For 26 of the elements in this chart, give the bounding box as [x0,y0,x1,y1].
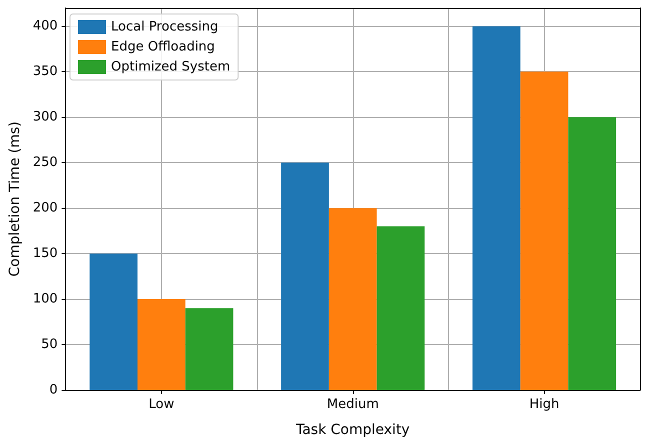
bar [568,117,616,390]
x-tick-label: High [529,397,560,412]
bar [328,208,377,390]
y-tick-label: 250 [32,155,58,170]
y-tick-label: 400 [32,18,58,34]
x-tick-label: Low [148,397,175,412]
legend-label: Edge Offloading [111,40,215,54]
y-tick-label: 150 [32,246,58,262]
bar [185,308,234,390]
legend-label: Optimized System [111,60,230,74]
y-tick-label: 350 [32,64,58,80]
y-tick-label: 300 [32,110,58,125]
legend-label: Local Processing [111,20,218,34]
bar [472,26,520,390]
bar [376,226,425,390]
y-tick-label: 0 [49,382,58,398]
x-axis-title: Task Complexity [294,422,410,438]
y-tick-label: 50 [41,337,58,352]
bar [281,162,329,390]
bar [520,72,568,390]
bar [138,299,186,390]
x-tick-label: Medium [326,397,379,412]
y-tick-label: 200 [32,200,58,216]
bar [90,254,138,390]
y-tick-label: 100 [32,292,58,307]
y-axis-title: Completion Time (ms) [7,121,23,277]
